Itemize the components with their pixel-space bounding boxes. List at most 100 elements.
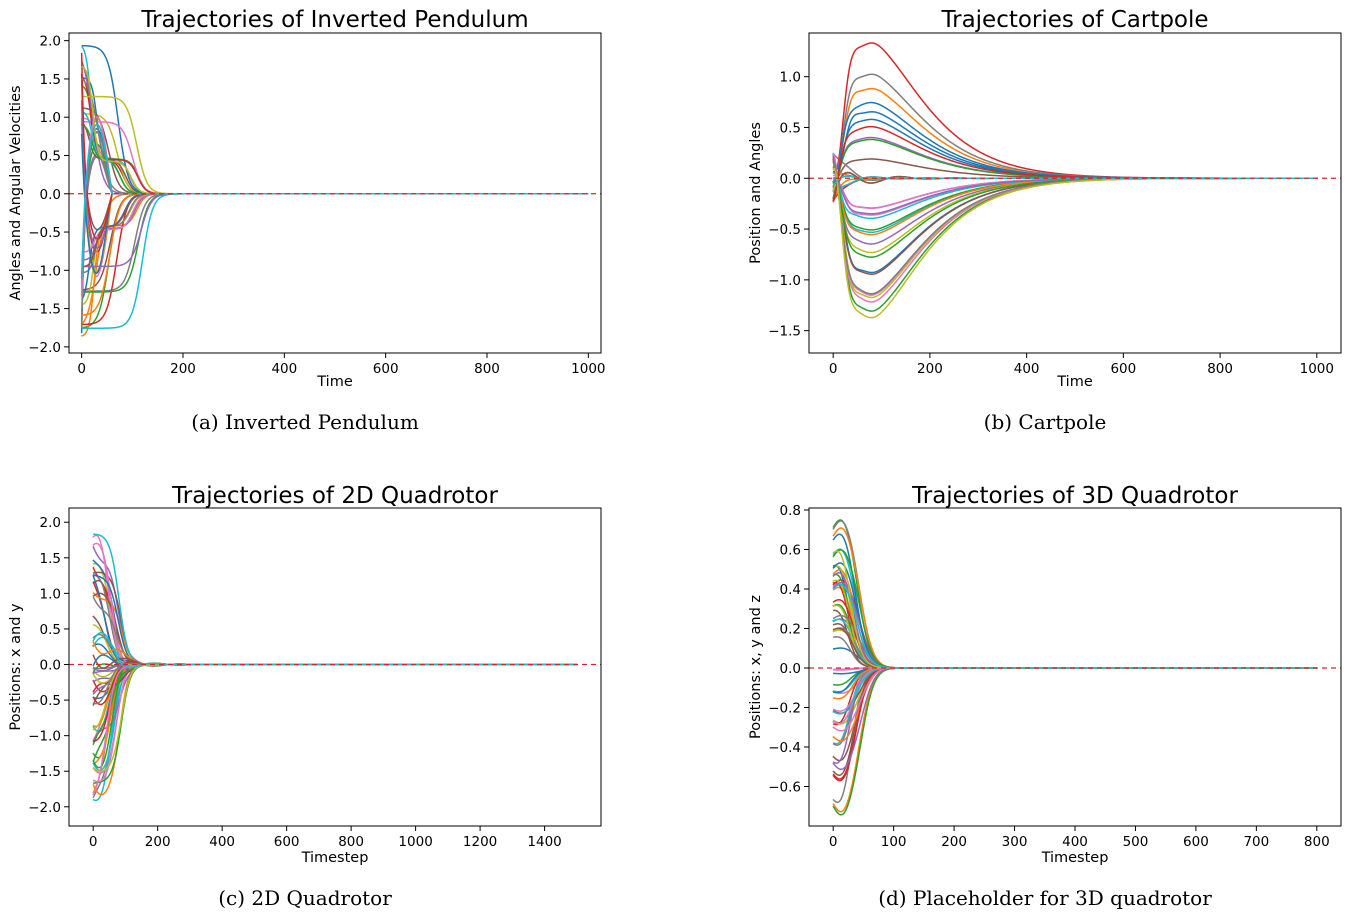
series-line [832, 604, 1317, 669]
series-line [92, 595, 577, 667]
series-line [832, 177, 1317, 312]
series-line [92, 566, 577, 667]
series-line [93, 533, 577, 666]
series-line [92, 545, 577, 667]
series-line [832, 177, 1317, 209]
series-line [832, 667, 1317, 813]
subfigure-caption: (b) Cartpole [984, 410, 1107, 434]
series-line [92, 662, 577, 746]
series-line [832, 623, 1317, 669]
axes-frame [68, 32, 602, 354]
series-line [80, 155, 589, 325]
x-tick-label: 700 [1243, 834, 1269, 850]
series-line [92, 574, 577, 666]
series-line [80, 131, 589, 295]
x-tick-label: 400 [209, 834, 235, 850]
series-line [81, 193, 589, 293]
y-tick-label: −1.5 [768, 324, 801, 340]
series-line [80, 193, 589, 337]
series-line [92, 661, 577, 759]
series-line [832, 583, 1317, 669]
y-tick-label: −2.0 [28, 340, 61, 356]
axes-frame [68, 507, 602, 827]
series-line [92, 623, 577, 666]
series-line [832, 667, 1317, 686]
y-tick-label: −1.5 [28, 764, 61, 780]
series-line [832, 667, 1317, 675]
x-axis-label: Time [1056, 374, 1093, 390]
series-line [92, 579, 577, 667]
series-line [832, 667, 1317, 700]
x-tick-label: 600 [274, 834, 300, 850]
chart-title: Trajectories of 3D Quadrotor [911, 483, 1238, 509]
series-line [81, 64, 589, 195]
series-line [832, 579, 1317, 669]
series-line [81, 193, 589, 291]
x-axis-label: Timestep [301, 850, 369, 866]
series-line [92, 662, 577, 706]
series-line [81, 85, 589, 195]
y-tick-label: 0.6 [780, 542, 801, 558]
series-line [81, 110, 589, 195]
series-line [81, 193, 589, 326]
series-line [80, 52, 589, 240]
series-line [832, 138, 1317, 192]
series-line [81, 113, 589, 195]
series-line [92, 662, 577, 763]
y-tick-label: 0.0 [40, 658, 61, 674]
x-tick-label: 200 [145, 834, 171, 850]
series-line [832, 155, 1317, 220]
y-tick-label: 0.0 [40, 187, 61, 203]
series-line [92, 573, 577, 666]
subfigure-caption: (c) 2D Quadrotor [218, 886, 392, 910]
x-tick-label: 200 [170, 361, 196, 377]
y-axis-label: Positions: x, y and z [748, 595, 764, 739]
series-line [832, 177, 1317, 299]
series-line [80, 60, 589, 195]
series-line [81, 124, 589, 195]
series-line [832, 581, 1317, 669]
series-line [81, 193, 589, 306]
x-tick-label: 1000 [398, 834, 432, 850]
series-line [832, 667, 1317, 714]
x-tick-label: 1200 [463, 834, 497, 850]
series-line [81, 193, 589, 274]
series-line [92, 562, 577, 666]
series-line [92, 662, 577, 799]
x-axis-label: Time [316, 374, 353, 390]
series-line [92, 631, 577, 668]
series-line [832, 603, 1317, 669]
series-line [832, 101, 1317, 202]
series-line [80, 117, 589, 297]
series-line [81, 44, 589, 195]
series-line [81, 193, 589, 326]
x-tick-label: 500 [1123, 834, 1149, 850]
panel-pendulum: 0 200 400 600 800 1000 −2.0 −1.5 −1.0 −0.5 0.0 0.5 1… [8, 7, 606, 434]
y-tick-label: −2.0 [28, 800, 61, 816]
y-tick-label: −1.5 [28, 302, 61, 318]
series-line [80, 133, 589, 274]
series-line [81, 76, 589, 195]
panel-quad3d: 0 100 200 300 400 500 600 700 800 −0.6 −0.4 −0.2 0.0… [748, 483, 1342, 910]
series-line [832, 667, 1317, 804]
y-tick-label: 0.5 [40, 148, 61, 164]
series-line [832, 618, 1317, 669]
y-tick-label: 0.4 [780, 582, 801, 598]
series-group [80, 44, 589, 337]
series-line [92, 663, 577, 683]
y-axis-label: Angles and Angular Velocities [8, 85, 24, 300]
series-group [92, 533, 577, 802]
chart-title: Trajectories of Inverted Pendulum [140, 7, 528, 33]
series-line [81, 121, 589, 195]
x-tick-label: 600 [373, 361, 399, 377]
subfigure-caption: (a) Inverted Pendulum [191, 410, 419, 434]
series-line [832, 42, 1317, 180]
series-line [832, 667, 1317, 764]
y-tick-label: −0.6 [768, 779, 801, 795]
series-line [81, 193, 589, 254]
series-line [92, 534, 577, 669]
series-line [80, 115, 589, 296]
axes-frame [808, 32, 1342, 354]
x-tick-label: 400 [271, 361, 297, 377]
y-tick-label: −0.5 [28, 225, 61, 241]
